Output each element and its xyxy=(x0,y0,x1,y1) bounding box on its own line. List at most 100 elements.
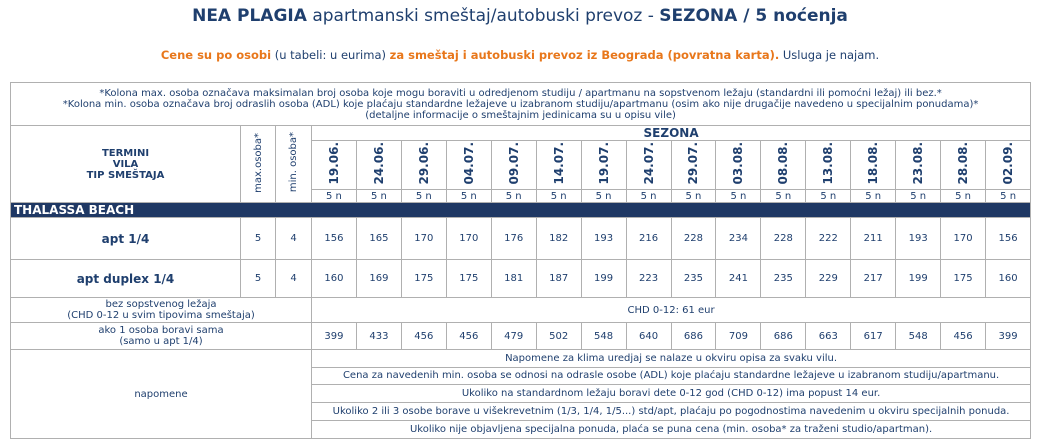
price: 175 xyxy=(445,259,492,298)
note-line: *Kolona min. osoba označava broj odrasli… xyxy=(62,98,979,110)
date-cell: 23.08. xyxy=(895,140,942,190)
remark-line: Ukoliko 2 ili 3 osobe borave u višekreve… xyxy=(312,402,1030,420)
price: 156 xyxy=(311,217,357,260)
nights: 5 n xyxy=(760,189,807,203)
price: 229 xyxy=(805,259,852,298)
price: 176 xyxy=(490,217,537,260)
room-name: apt duplex 1/4 xyxy=(10,259,241,298)
date-cell: 19.06. xyxy=(311,140,357,190)
date-cell: 29.06. xyxy=(400,140,447,190)
row: apt 1/4 5 4 156 165 170 170 176 182 193 216 228 234 2… xyxy=(10,217,1032,260)
price: 217 xyxy=(850,259,897,298)
page: NEA PLAGIA apartmanski smeštaj/autobuski… xyxy=(9,6,1032,439)
price: 235 xyxy=(670,259,717,298)
head-label: VILA xyxy=(112,158,139,170)
remarks-label: napomene xyxy=(10,349,312,439)
price: 228 xyxy=(670,217,717,260)
date: 18.08. xyxy=(866,142,881,185)
single-label-line: ako 1 osoba boravi sama xyxy=(98,325,224,336)
price: 235 xyxy=(760,259,807,298)
date: 19.06. xyxy=(326,142,341,185)
date: 08.08. xyxy=(776,142,791,185)
date-cell: 03.08. xyxy=(715,140,762,190)
row: 19.06. 24.06. 29.06. 04.07. 09.07. 14.07. 19.0… xyxy=(11,140,1032,190)
sub-orange: Cene su po osobi xyxy=(160,48,272,62)
nights: 5 n xyxy=(940,189,987,203)
price: 160 xyxy=(985,259,1032,298)
nights: 5 n xyxy=(311,189,357,203)
note-line: (detaljne informacije o smeštajnim jedin… xyxy=(365,109,676,121)
price: 399 xyxy=(985,322,1032,350)
date: 03.08. xyxy=(731,142,746,185)
date: 29.06. xyxy=(416,142,431,185)
date: 24.07. xyxy=(641,142,656,185)
price: 182 xyxy=(535,217,582,260)
child-label-line: bez sopstvenog ležaja xyxy=(105,299,217,310)
price: 399 xyxy=(311,322,357,350)
sub-text: Usluga je najam. xyxy=(782,48,880,62)
max: 5 xyxy=(240,259,276,298)
date-cell: 24.07. xyxy=(625,140,672,190)
date-cell: 04.07. xyxy=(445,140,492,190)
max-label-text: max.osoba* xyxy=(252,132,264,193)
nights: 5 n xyxy=(490,189,537,203)
price: 709 xyxy=(715,322,762,350)
nights: 5 n xyxy=(715,189,762,203)
remarks: Napomene za klima uredjaj se nalaze u ok… xyxy=(310,349,1032,439)
row: apt duplex 1/4 5 4 160 169 175 175 181 187 199 223… xyxy=(10,259,1032,298)
price: 686 xyxy=(670,322,717,350)
nights: 5 n xyxy=(985,189,1032,203)
price: 617 xyxy=(850,322,897,350)
single-label: ako 1 osoba boravi sama (samo u apt 1/4) xyxy=(10,322,312,350)
price-table: *Kolona max. osoba označava maksimalan b… xyxy=(9,82,1032,439)
date: 13.08. xyxy=(821,142,836,185)
date-cell: 02.09. xyxy=(985,140,1032,190)
row: THALASSA BEACH xyxy=(9,202,1032,218)
season: SEZONA xyxy=(310,125,1032,141)
date-cell: 13.08. xyxy=(805,140,852,190)
sub-text: (u tabeli: u eurima) xyxy=(274,48,386,62)
min: 4 xyxy=(275,259,312,298)
date: 09.07. xyxy=(506,142,521,185)
price: 640 xyxy=(625,322,672,350)
price: 548 xyxy=(580,322,627,350)
date-cell: 24.06. xyxy=(355,140,402,190)
nights: 5 n xyxy=(895,189,942,203)
price: 223 xyxy=(625,259,672,298)
date-cell: 09.07. xyxy=(490,140,537,190)
price: 175 xyxy=(400,259,447,298)
price: 456 xyxy=(400,322,447,350)
remark-line: Cena za navedenih min. osoba se odnosi n… xyxy=(312,367,1030,384)
title-text: apartmanski smeštaj/autobuski prevoz - xyxy=(312,6,654,26)
price: 222 xyxy=(805,217,852,260)
row: ako 1 osoba boravi sama (samo u apt 1/4) 3… xyxy=(10,322,1032,350)
remark-line: Napomene za klima uredjaj se nalaze u ok… xyxy=(505,353,838,364)
price: 199 xyxy=(895,259,942,298)
head-label: TERMINI xyxy=(101,147,150,159)
price: 663 xyxy=(805,322,852,350)
price: 160 xyxy=(311,259,357,298)
date: 28.08. xyxy=(956,142,971,185)
date: 29.07. xyxy=(686,142,701,185)
remark-line: Ukoliko nije objavljena specijalna ponud… xyxy=(312,420,1030,438)
date: 14.07. xyxy=(551,142,566,185)
price: 234 xyxy=(715,217,762,260)
child-text: CHD 0-12: 61 eur xyxy=(310,297,1032,323)
price: 216 xyxy=(625,217,672,260)
price: 686 xyxy=(760,322,807,350)
nights: 5 n xyxy=(850,189,897,203)
date: 23.08. xyxy=(911,142,926,185)
price: 502 xyxy=(535,322,582,350)
row: TERMINI VILA TIP SMEŠTAJA max.osoba* min. os… xyxy=(10,125,1032,203)
price: 433 xyxy=(355,322,402,350)
nights: 5 n xyxy=(400,189,447,203)
nights: 5 n xyxy=(535,189,582,203)
price: 456 xyxy=(940,322,987,350)
min: 4 xyxy=(275,217,312,260)
room-name: apt 1/4 xyxy=(10,217,241,260)
nights: 5 n xyxy=(805,189,852,203)
price: 170 xyxy=(940,217,987,260)
price: 169 xyxy=(355,259,402,298)
date-cell: 14.07. xyxy=(535,140,582,190)
price: 479 xyxy=(490,322,537,350)
